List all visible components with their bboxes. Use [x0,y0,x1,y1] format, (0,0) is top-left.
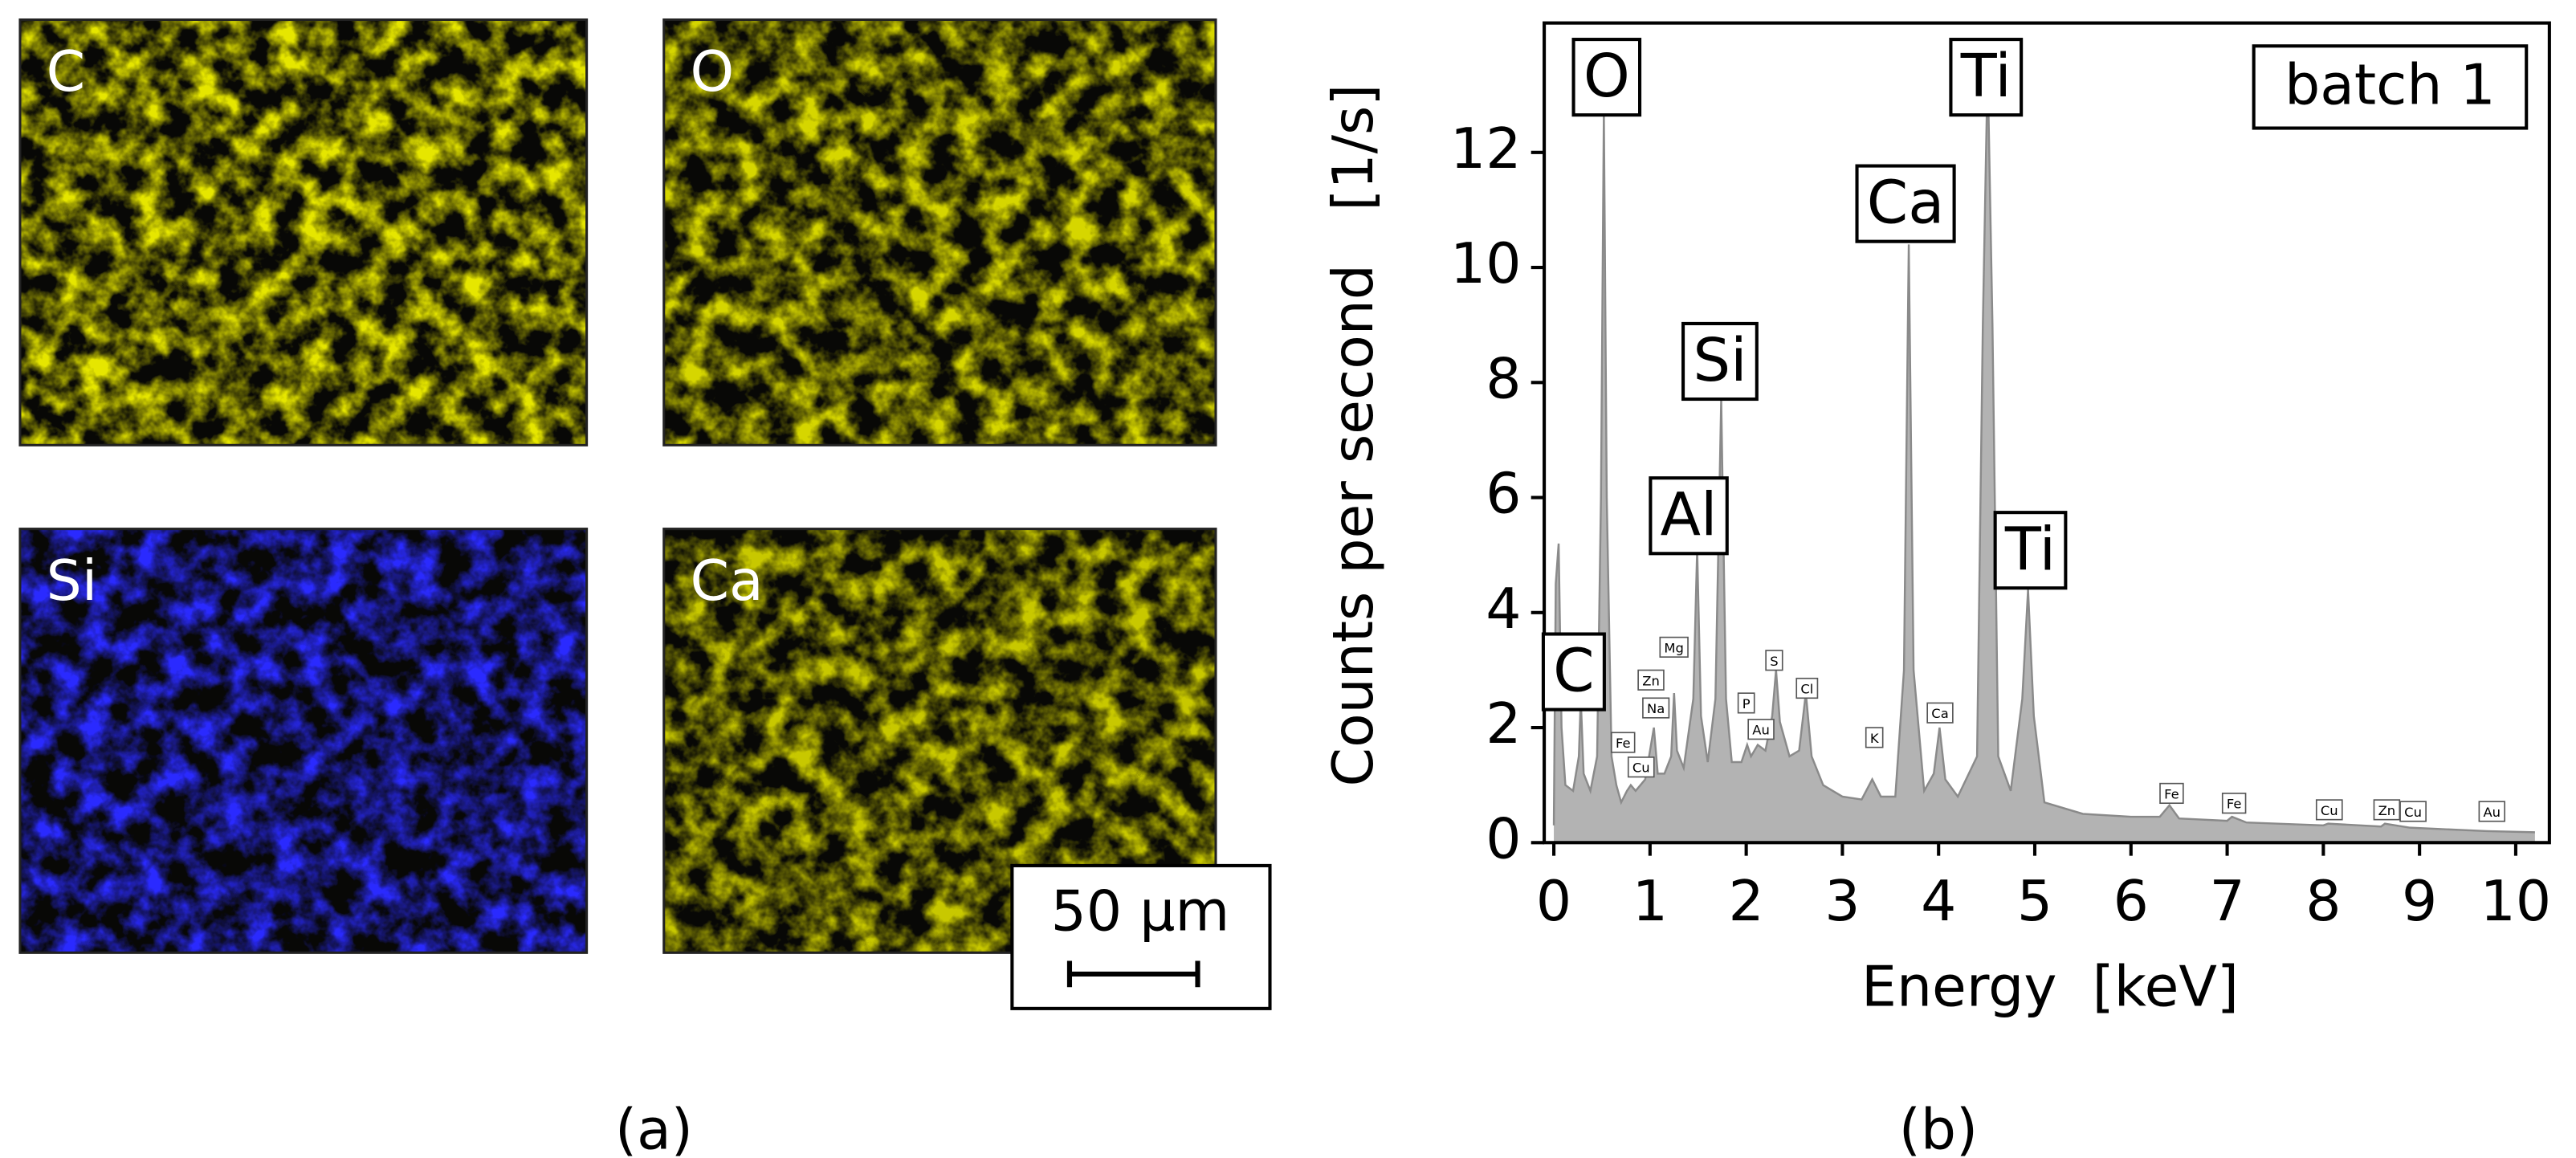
peak-label: Ti [1960,43,2011,111]
x-tick-label: 1 [1632,869,1668,934]
spectrum-fill [1554,66,2535,843]
peak-label: O [1584,43,1630,111]
x-tick-label: 10 [2480,869,2551,934]
map-frame [662,528,1217,954]
caption: (b) [1899,1097,1978,1158]
minor-peak-label: Mg [1664,640,1684,655]
minor-peak-label: Fe [2164,786,2179,801]
minor-peak-label-box [1747,719,1775,740]
minor-peak-label-box [1642,697,1670,719]
map-signal [19,19,587,446]
minor-peak-label: S [1770,654,1778,669]
peak-label-box [1649,476,1729,556]
peak-label: C [1553,638,1594,706]
minor-peak-label-box [2478,801,2505,822]
minor-peak-label: Cu [2321,803,2338,818]
minor-peak-label-box [1659,636,1689,658]
scale-bar-label: 50 µm [1051,879,1230,944]
minor-peak-label-box [1627,756,1655,778]
peak-label-box [1993,511,2068,590]
x-tick-label: 2 [1729,869,1764,934]
y-tick-label: 0 [1486,806,1521,871]
y-tick-label: 2 [1486,691,1521,756]
peak-label-box [1571,38,1642,117]
peak-label-box [1541,632,1606,712]
map-frame [18,18,589,446]
map-frame [18,528,589,954]
x-tick-label: 0 [1536,869,1571,934]
map-label: Ca [690,548,763,614]
x-tick-label: 3 [1824,869,1860,934]
x-tick-label: 9 [2402,869,2437,934]
x-tick-label: 8 [2305,869,2341,934]
y-axis-label: Counts per second [1/s] [1321,84,1386,787]
minor-peak-label: Zn [2378,803,2396,818]
minor-peak-label-box [2399,801,2427,822]
peak-label: Ca [1867,169,1945,238]
x-axis-label: Energy [keV] [1861,954,2239,1019]
minor-peak-label-box [1637,669,1665,691]
peak-label-box [1949,38,2024,117]
minor-peak-label: Au [1752,723,1770,738]
plot-frame [1543,21,2551,845]
x-tick-label: 6 [2113,869,2149,934]
minor-peak-label: Cu [1632,760,1650,776]
minor-peak-label-box [1865,727,1884,748]
x-tick-label: 5 [2017,869,2052,934]
minor-peak-label: Fe [2227,797,2242,812]
minor-peak-label: Cl [1800,682,1813,697]
map-label: Si [47,548,97,614]
map-label: C [47,39,86,104]
legend-label: batch 1 [2285,52,2496,117]
minor-peak-label-box [1737,692,1755,714]
minor-peak-label: Fe [1616,736,1631,751]
y-tick-label: 10 [1450,231,1521,296]
peak-label-box [1681,321,1759,402]
minor-peak-label: P [1742,696,1751,712]
minor-peak-label: K [1870,731,1880,746]
y-tick-label: 12 [1450,116,1521,181]
caption: (a) [615,1097,693,1158]
minor-peak-label-box [1765,650,1783,671]
y-tick-label: 4 [1486,577,1521,642]
map-signal [663,19,1217,446]
x-tick-label: 4 [1921,869,1956,934]
minor-peak-label-box [1795,677,1819,699]
map-frame [662,18,1217,446]
peak-label: Al [1661,481,1718,549]
minor-peak-label: Au [2483,805,2501,820]
scale-bar-box [1010,863,1272,1010]
minor-peak-label: Cu [2404,805,2422,820]
minor-peak-label: Zn [1642,673,1660,688]
x-tick-label: 7 [2209,869,2244,934]
map-signal [19,528,587,953]
minor-peak-label-box [1926,702,1954,724]
map-label: O [690,39,734,104]
minor-peak-label-box [2315,799,2343,821]
minor-peak-label: Ca [1931,706,1948,721]
peak-label-box [1855,164,1956,243]
minor-peak-label-box [2159,782,2184,805]
minor-peak-label: Na [1647,701,1665,716]
peak-label: Ti [2004,516,2056,584]
minor-peak-label-box [1611,732,1636,753]
y-tick-label: 6 [1486,462,1521,527]
y-tick-label: 8 [1486,346,1521,411]
legend-box [2252,44,2529,130]
peak-label: Si [1693,327,1747,395]
minor-peak-label-box [2221,793,2247,814]
scale-bar: 50 µm [1010,863,1272,1010]
spectrum-line [1552,66,2535,834]
